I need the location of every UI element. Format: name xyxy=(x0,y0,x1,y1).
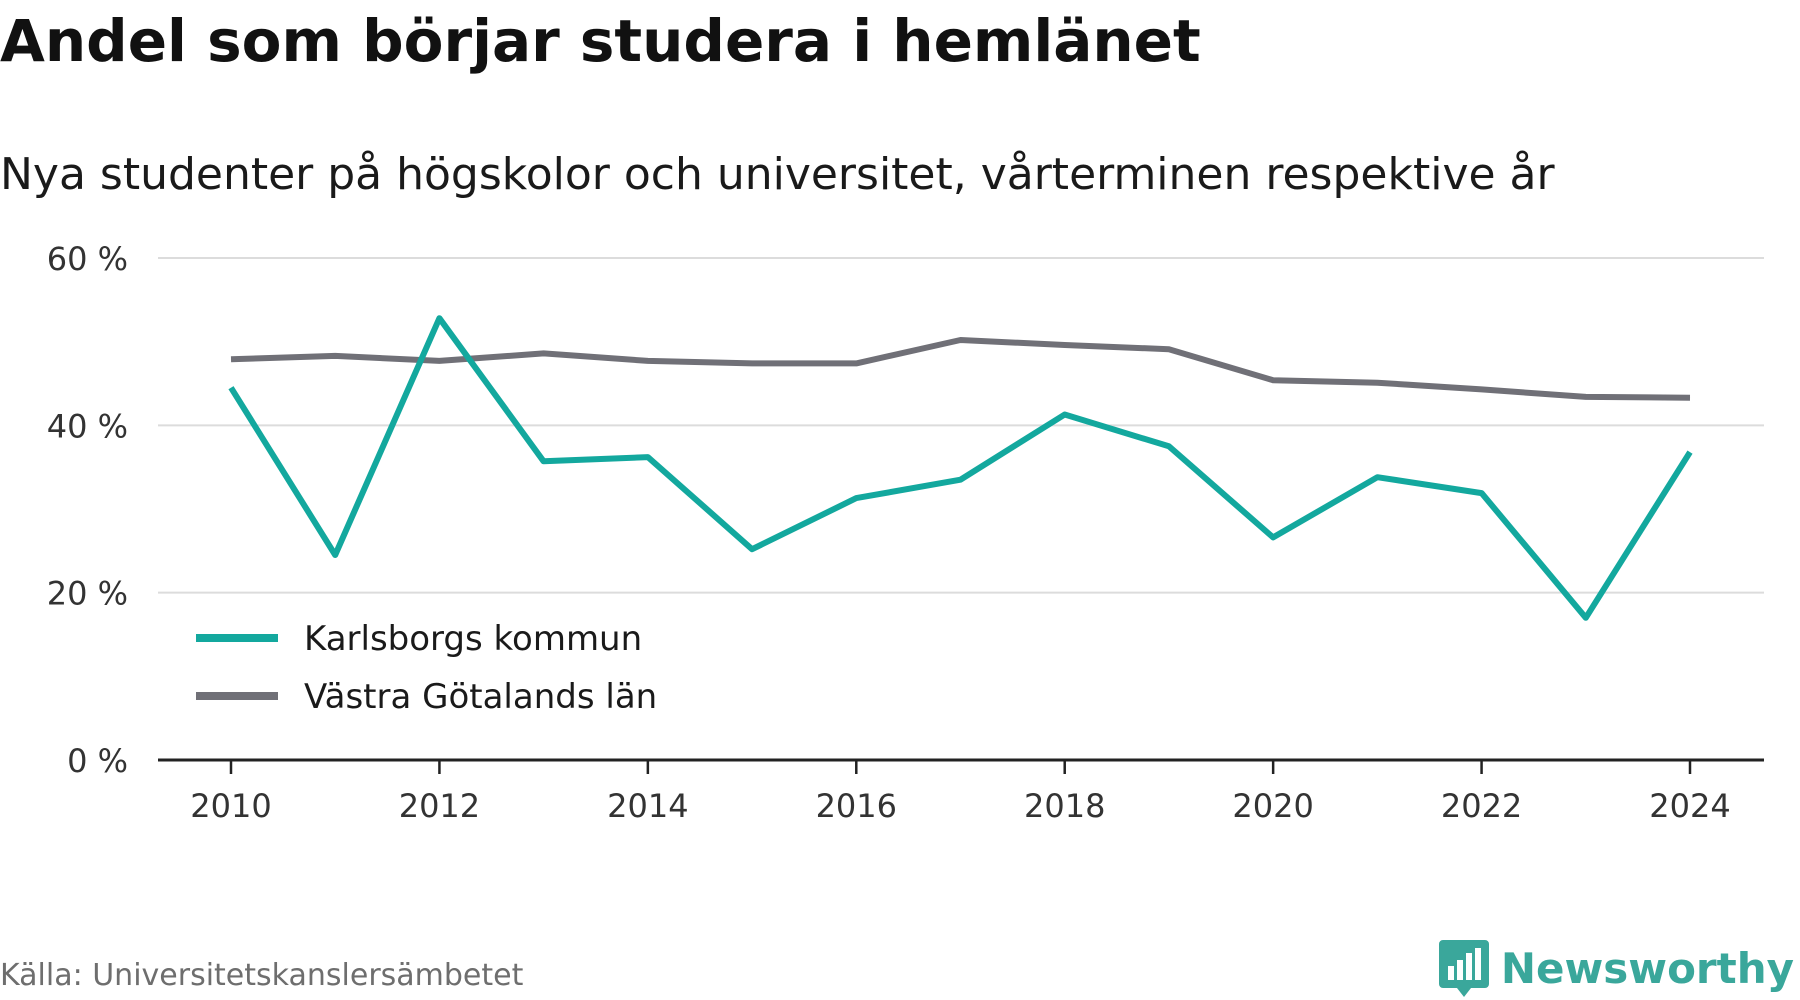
y-tick-label: 0 % xyxy=(67,742,128,780)
x-tick-label: 2014 xyxy=(607,787,688,825)
chart-subtitle: Nya studenter på högskolor och universit… xyxy=(0,149,1555,200)
x-tick-label: 2022 xyxy=(1441,787,1522,825)
x-tick-label: 2018 xyxy=(1024,787,1105,825)
brand-name: Newsworthy xyxy=(1500,944,1794,993)
y-tick-label: 60 % xyxy=(47,240,128,278)
axis-layer: 0 % 20 % 40 % 60 % 2010 2012 2014 2016 2018 2020 2… xyxy=(47,240,1764,825)
x-tick-label: 2016 xyxy=(816,787,897,825)
y-tick-label: 40 % xyxy=(47,407,128,445)
y-tick-label: 20 % xyxy=(47,575,128,613)
newsworthy-logo-icon xyxy=(1438,940,1489,997)
series-layer xyxy=(228,315,1693,621)
x-tick-label: 2024 xyxy=(1649,787,1730,825)
legend-label: Västra Götalands län xyxy=(304,677,657,717)
series-line xyxy=(230,337,1691,401)
source-note: Källa: Universitetskanslersämbetet xyxy=(0,958,524,993)
chart-title: Andel som börjar studera i hemlänet xyxy=(0,7,1201,75)
brand-logo: Newsworthy xyxy=(1438,940,1794,998)
x-tick-label: 2010 xyxy=(190,787,271,825)
legend: Karlsborgs kommun Västra Götalands län xyxy=(196,619,657,717)
x-tick-label: 2012 xyxy=(399,787,480,825)
x-tick-label: 2020 xyxy=(1232,787,1313,825)
grid-layer xyxy=(158,257,1764,594)
legend-label: Karlsborgs kommun xyxy=(304,619,642,659)
